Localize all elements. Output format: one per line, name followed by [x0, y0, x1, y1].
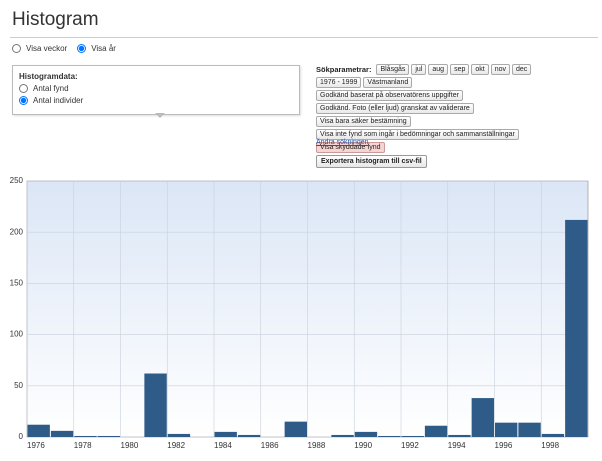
x-tick-label: 1990: [354, 441, 372, 450]
bar: [565, 219, 588, 437]
radio[interactable]: [12, 44, 21, 53]
radio-label: Visa år: [91, 44, 116, 53]
bar: [50, 430, 74, 437]
param-row: Sökparametrar: Blåsgås jul aug sep okt nov dec: [316, 64, 596, 75]
bar: [237, 434, 261, 437]
y-tick-label: 0: [19, 432, 24, 441]
param-tag: dec: [512, 64, 532, 75]
x-tick-label: 1982: [167, 441, 185, 450]
radio-label: Visa veckor: [26, 44, 68, 53]
histogram-data-box: Histogramdata: Antal fynd Antal individer: [12, 65, 300, 115]
y-tick-label: 50: [14, 381, 23, 390]
param-row: Visa inte fynd som ingår i bedömningar o…: [316, 129, 596, 140]
param-tag: Västmanland: [363, 77, 413, 88]
param-tag: sep: [450, 64, 470, 75]
param-tag: 1976 - 1999: [316, 77, 362, 88]
param-tag: jul: [411, 64, 427, 75]
radio-label: Antal fynd: [33, 84, 69, 93]
param-tag: Godkänd. Foto (eller ljud) granskat av v…: [316, 103, 474, 114]
x-tick-label: 1992: [401, 441, 419, 450]
bar: [214, 431, 237, 437]
bar: [167, 433, 191, 437]
page-title: Histogram: [12, 9, 99, 30]
x-tick-label: 1988: [308, 441, 326, 450]
param-row: Visa bara säker bestämning: [316, 116, 596, 127]
bar: [471, 398, 494, 437]
caret: [155, 113, 165, 118]
param-tag: Blåsgås: [376, 64, 410, 75]
y-tick-label: 250: [10, 176, 24, 185]
x-tick-label: 1998: [541, 441, 559, 450]
radio[interactable]: [19, 84, 28, 93]
x-tick-label: 1976: [27, 441, 45, 450]
x-tick-label: 1986: [261, 441, 279, 450]
x-tick-label: 1984: [214, 441, 232, 450]
x-tick-label: 1996: [495, 441, 513, 450]
bar: [448, 434, 471, 437]
param-tag: Visa skyddade fynd: [316, 142, 385, 153]
param-tag: aug: [428, 64, 449, 75]
param-title: Sökparametrar:: [316, 65, 372, 74]
param-row: Godkänd baserat på observatörens uppgift…: [316, 90, 596, 101]
x-tick-label: 1978: [74, 441, 92, 450]
param-row: Visa skyddade fynd: [316, 142, 596, 153]
bar: [518, 422, 541, 437]
y-tick-label: 200: [10, 227, 24, 236]
x-tick-label: 1994: [448, 441, 466, 450]
box-title: Histogramdata:: [19, 72, 78, 81]
radio-option[interactable]: Antal individer: [19, 96, 83, 105]
x-tick-label: 1980: [121, 441, 139, 450]
bar: [495, 422, 518, 437]
param-row: Godkänd. Foto (eller ljud) granskat av v…: [316, 103, 596, 114]
param-tag: nov: [490, 64, 510, 75]
change-link[interactable]: Ändra sökningen: [316, 139, 369, 146]
divider: [10, 37, 598, 38]
bar: [378, 435, 401, 437]
bar: [354, 431, 378, 437]
histogram-options: Antal fynd Antal individer: [19, 84, 83, 108]
radio-option[interactable]: Antal fynd: [19, 84, 83, 93]
param-tag: okt: [471, 64, 489, 75]
bar: [284, 421, 307, 437]
y-tick-label: 150: [10, 279, 24, 288]
chart: 0 50 100 150 200 250 1976 1978 1980 1982 1984 1986 1…: [10, 176, 589, 450]
y-tick-label: 100: [10, 330, 24, 339]
param-tag: Visa inte fynd som ingår i bedömningar o…: [316, 129, 519, 140]
bar: [74, 435, 97, 437]
bar: [144, 373, 167, 437]
bar: [331, 434, 354, 437]
param-tag: Godkänd baserat på observatörens uppgift…: [316, 90, 463, 101]
export-button[interactable]: Exportera histogram till csv-fil: [316, 155, 427, 168]
bar: [541, 433, 565, 437]
bar: [424, 425, 448, 437]
view-options: Visa veckor Visa år: [12, 44, 124, 53]
bar: [401, 435, 424, 437]
radio[interactable]: [19, 96, 28, 105]
radio[interactable]: [77, 44, 87, 53]
radio-option[interactable]: Visa veckor: [12, 44, 67, 53]
radio-option[interactable]: Visa år: [77, 44, 116, 53]
search-params: Sökparametrar: Blåsgås jul aug sep okt nov dec 1…: [316, 64, 596, 155]
param-tag: Visa bara säker bestämning: [316, 116, 411, 127]
radio-label: Antal individer: [33, 96, 84, 105]
bar: [97, 435, 120, 437]
param-row: 1976 - 1999 Västmanland: [316, 77, 596, 88]
bar: [27, 424, 50, 437]
